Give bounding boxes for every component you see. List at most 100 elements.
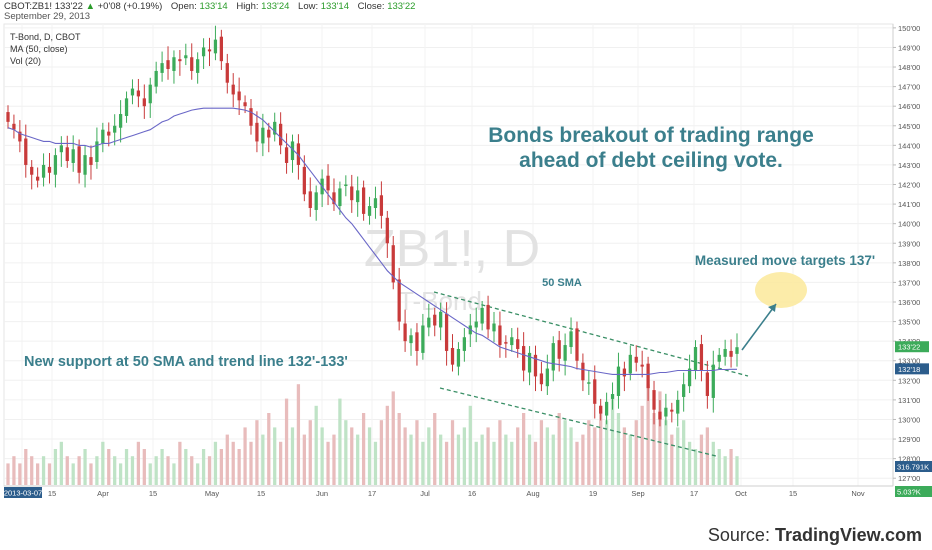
volume-badge-label: 316.791K — [897, 463, 929, 472]
volume-bar — [332, 434, 336, 485]
candle-up — [95, 141, 99, 162]
price-tick-label: 129'00 — [898, 435, 920, 444]
candle-down — [255, 122, 259, 142]
high-value: 133'24 — [261, 1, 290, 12]
price-tick-label: 147'00 — [898, 83, 920, 92]
volume-bar — [539, 420, 544, 485]
time-tick-label: Apr — [97, 489, 109, 498]
price-badges: 133'22 132'18 316.791K 5.03?K — [895, 341, 932, 497]
legend-volume[interactable]: Vol (20) — [10, 56, 41, 66]
candle-up — [118, 114, 123, 128]
candle-down — [504, 342, 508, 344]
price-tick-label: 145'00 — [898, 122, 920, 131]
candle-down — [178, 59, 182, 62]
volume-bar — [409, 434, 413, 485]
candle-down — [622, 368, 627, 377]
candle-down — [522, 346, 526, 371]
candle-down — [237, 91, 241, 101]
candle-down — [350, 186, 354, 201]
price-badge-label: 133'22 — [898, 343, 920, 352]
candle-down — [190, 57, 194, 71]
candle-up — [563, 345, 567, 361]
volume-bar — [699, 434, 704, 485]
volume-bar — [676, 427, 680, 485]
candle-up — [462, 337, 466, 351]
price-tick-label: 143'00 — [898, 161, 920, 170]
volume-bar — [664, 420, 668, 485]
volume-bar — [634, 420, 638, 485]
volume-bar — [225, 434, 229, 485]
volume-bar — [498, 420, 502, 485]
source-credit[interactable]: Source: TradingView.com — [708, 525, 922, 546]
time-axis[interactable]: 2013-03-07 15 Apr 15 May 15 Jun 17 Jul 16 Aug 19 Sep… — [4, 485, 893, 498]
volume-bar — [190, 456, 194, 485]
target-highlight — [755, 272, 807, 308]
channel-upper-trendline[interactable] — [433, 291, 749, 377]
volume-bar — [59, 441, 63, 485]
candle-down — [249, 108, 253, 126]
candle-up — [101, 129, 105, 144]
measured-move-label: Measured move targets 137' — [695, 253, 875, 268]
candle-up — [213, 39, 218, 54]
candle-down — [699, 344, 704, 371]
candle-up — [314, 192, 318, 210]
candle-up — [456, 348, 461, 367]
candle-down — [142, 98, 146, 107]
candle-up — [439, 311, 443, 328]
candle-down — [486, 304, 490, 330]
price-tick-label: 144'00 — [898, 141, 920, 150]
candle-down — [47, 166, 52, 173]
candle-up — [53, 155, 58, 175]
price-chart[interactable]: ZB1!, D T-Bond Bonds breakout of trading… — [0, 22, 932, 507]
chart-area[interactable]: ZB1!, D T-Bond Bonds breakout of trading… — [0, 22, 932, 507]
candle-up — [616, 366, 621, 396]
candle-up — [261, 127, 265, 144]
symbol-name[interactable]: CBOT:ZB1! — [4, 1, 53, 12]
candle-down — [302, 166, 306, 195]
time-tick-label: 15 — [257, 489, 265, 498]
candle-up — [474, 321, 478, 328]
volume-bar — [385, 405, 389, 485]
support-label: New support at 50 SMA and trend line 132… — [24, 354, 348, 370]
symbol-header: CBOT:ZB1! 133'22 ▲ +0'08 (+0.19%) Open: … — [0, 0, 932, 22]
volume-bar — [213, 441, 218, 485]
volume-bar — [610, 398, 615, 485]
volume-bar — [569, 427, 573, 485]
volume-bar — [711, 441, 715, 485]
volume-bar — [107, 449, 111, 485]
candle-down — [646, 363, 650, 389]
candle-down — [575, 328, 579, 361]
volume-bar — [474, 441, 478, 485]
candle-up — [610, 394, 615, 399]
volume-bar — [350, 427, 354, 485]
candle-up — [676, 399, 680, 414]
volume-bar — [682, 420, 686, 485]
volume-bar — [201, 449, 206, 485]
volume-bar — [462, 427, 466, 485]
volume-bar — [237, 449, 241, 485]
candle-down — [6, 112, 10, 122]
candle-up — [421, 325, 425, 353]
volume-bar — [267, 413, 271, 485]
volume-bar — [142, 449, 146, 485]
low-value: 133'14 — [320, 1, 349, 12]
candle-up — [510, 337, 514, 346]
legend-series[interactable]: T-Bond, D, CBOT — [10, 32, 81, 42]
time-tick-label: 2013-03-07 — [4, 489, 42, 498]
price-tick-label: 150'00 — [898, 24, 920, 33]
volume-bar — [24, 449, 28, 485]
volume-bar — [320, 427, 324, 485]
candle-down — [12, 123, 16, 130]
volume-bar — [160, 449, 164, 485]
candle-down — [332, 192, 336, 205]
legend-ma[interactable]: MA (50, close) — [10, 44, 68, 54]
price-axis[interactable]: 150'00 149'00 148'00 147'00 146'00 145'00 144'… — [892, 24, 920, 486]
time-tick-label: 17 — [690, 489, 698, 498]
volume-bar — [705, 427, 709, 485]
candle-down — [557, 340, 561, 359]
channel-lower-trendline[interactable] — [439, 387, 717, 457]
volume-bar — [379, 420, 384, 485]
volume-bar — [12, 456, 16, 485]
candle-up — [427, 317, 431, 328]
volume-badge — [895, 486, 932, 497]
